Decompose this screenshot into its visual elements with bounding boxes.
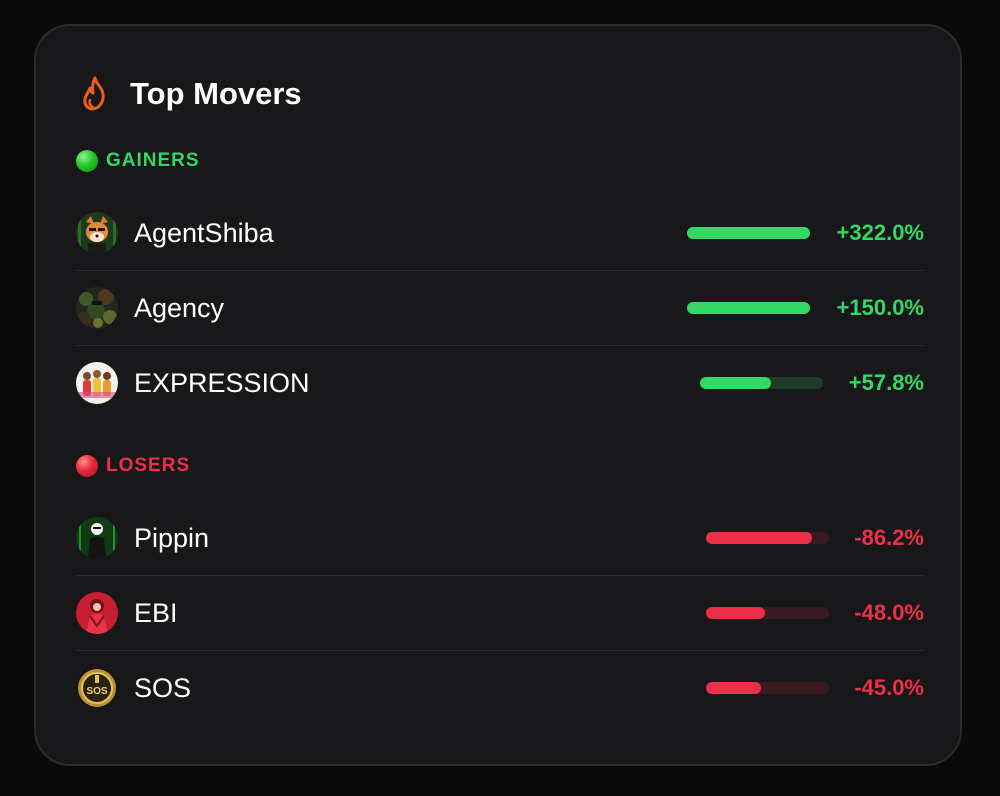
- list-item[interactable]: Pippin -86.2%: [76, 501, 924, 576]
- camo-avatar-icon: [76, 287, 118, 329]
- change-percent: -45.0%: [854, 675, 924, 700]
- figure-avatar-icon: [76, 517, 118, 559]
- flame-icon: [80, 76, 110, 112]
- list-item[interactable]: SOS SOS -45.0%: [76, 651, 924, 726]
- progress-bar: [706, 682, 829, 694]
- progress-bar: [706, 607, 829, 619]
- change-percent: +57.8%: [848, 370, 924, 395]
- losers-section-label: LOSERS: [76, 455, 190, 477]
- top-movers-card: Top Movers GAINERS AgentShiba +322.0%: [34, 24, 962, 766]
- losers-label: LOSERS: [106, 455, 191, 476]
- coin-avatar-icon: SOS: [76, 667, 118, 709]
- list-item[interactable]: AgentShiba +322.0%: [76, 196, 924, 271]
- list-item[interactable]: Agency +150.0%: [76, 271, 924, 346]
- gainers-label: GAINERS: [106, 150, 200, 171]
- token-name: AgentShiba: [134, 218, 274, 248]
- token-name: Pippin: [134, 523, 210, 553]
- green-dot-icon: [76, 150, 98, 172]
- red-dot-icon: [76, 455, 98, 477]
- progress-bar: [687, 302, 810, 314]
- list-item[interactable]: EBI -48.0%: [76, 576, 924, 651]
- token-name: SOS: [134, 673, 192, 703]
- group-avatar-icon: [76, 362, 118, 404]
- change-percent: +150.0%: [836, 295, 924, 320]
- progress-bar: [687, 227, 810, 239]
- svg-text:SOS: SOS: [86, 686, 107, 697]
- progress-bar: [706, 532, 829, 544]
- token-name: Agency: [134, 293, 225, 323]
- change-percent: -48.0%: [854, 600, 924, 625]
- card-header: Top Movers: [80, 72, 302, 116]
- red-figure-avatar-icon: [76, 592, 118, 634]
- change-percent: +322.0%: [836, 220, 924, 245]
- progress-bar: [700, 377, 823, 389]
- shiba-avatar-icon: [76, 212, 118, 254]
- card-title: Top Movers: [130, 76, 302, 111]
- token-name: EBI: [134, 598, 178, 628]
- list-item[interactable]: EXPRESSION +57.8%: [76, 346, 924, 421]
- gainers-section-label: GAINERS: [76, 150, 200, 172]
- change-percent: -86.2%: [854, 525, 924, 550]
- token-name: EXPRESSION: [134, 368, 310, 398]
